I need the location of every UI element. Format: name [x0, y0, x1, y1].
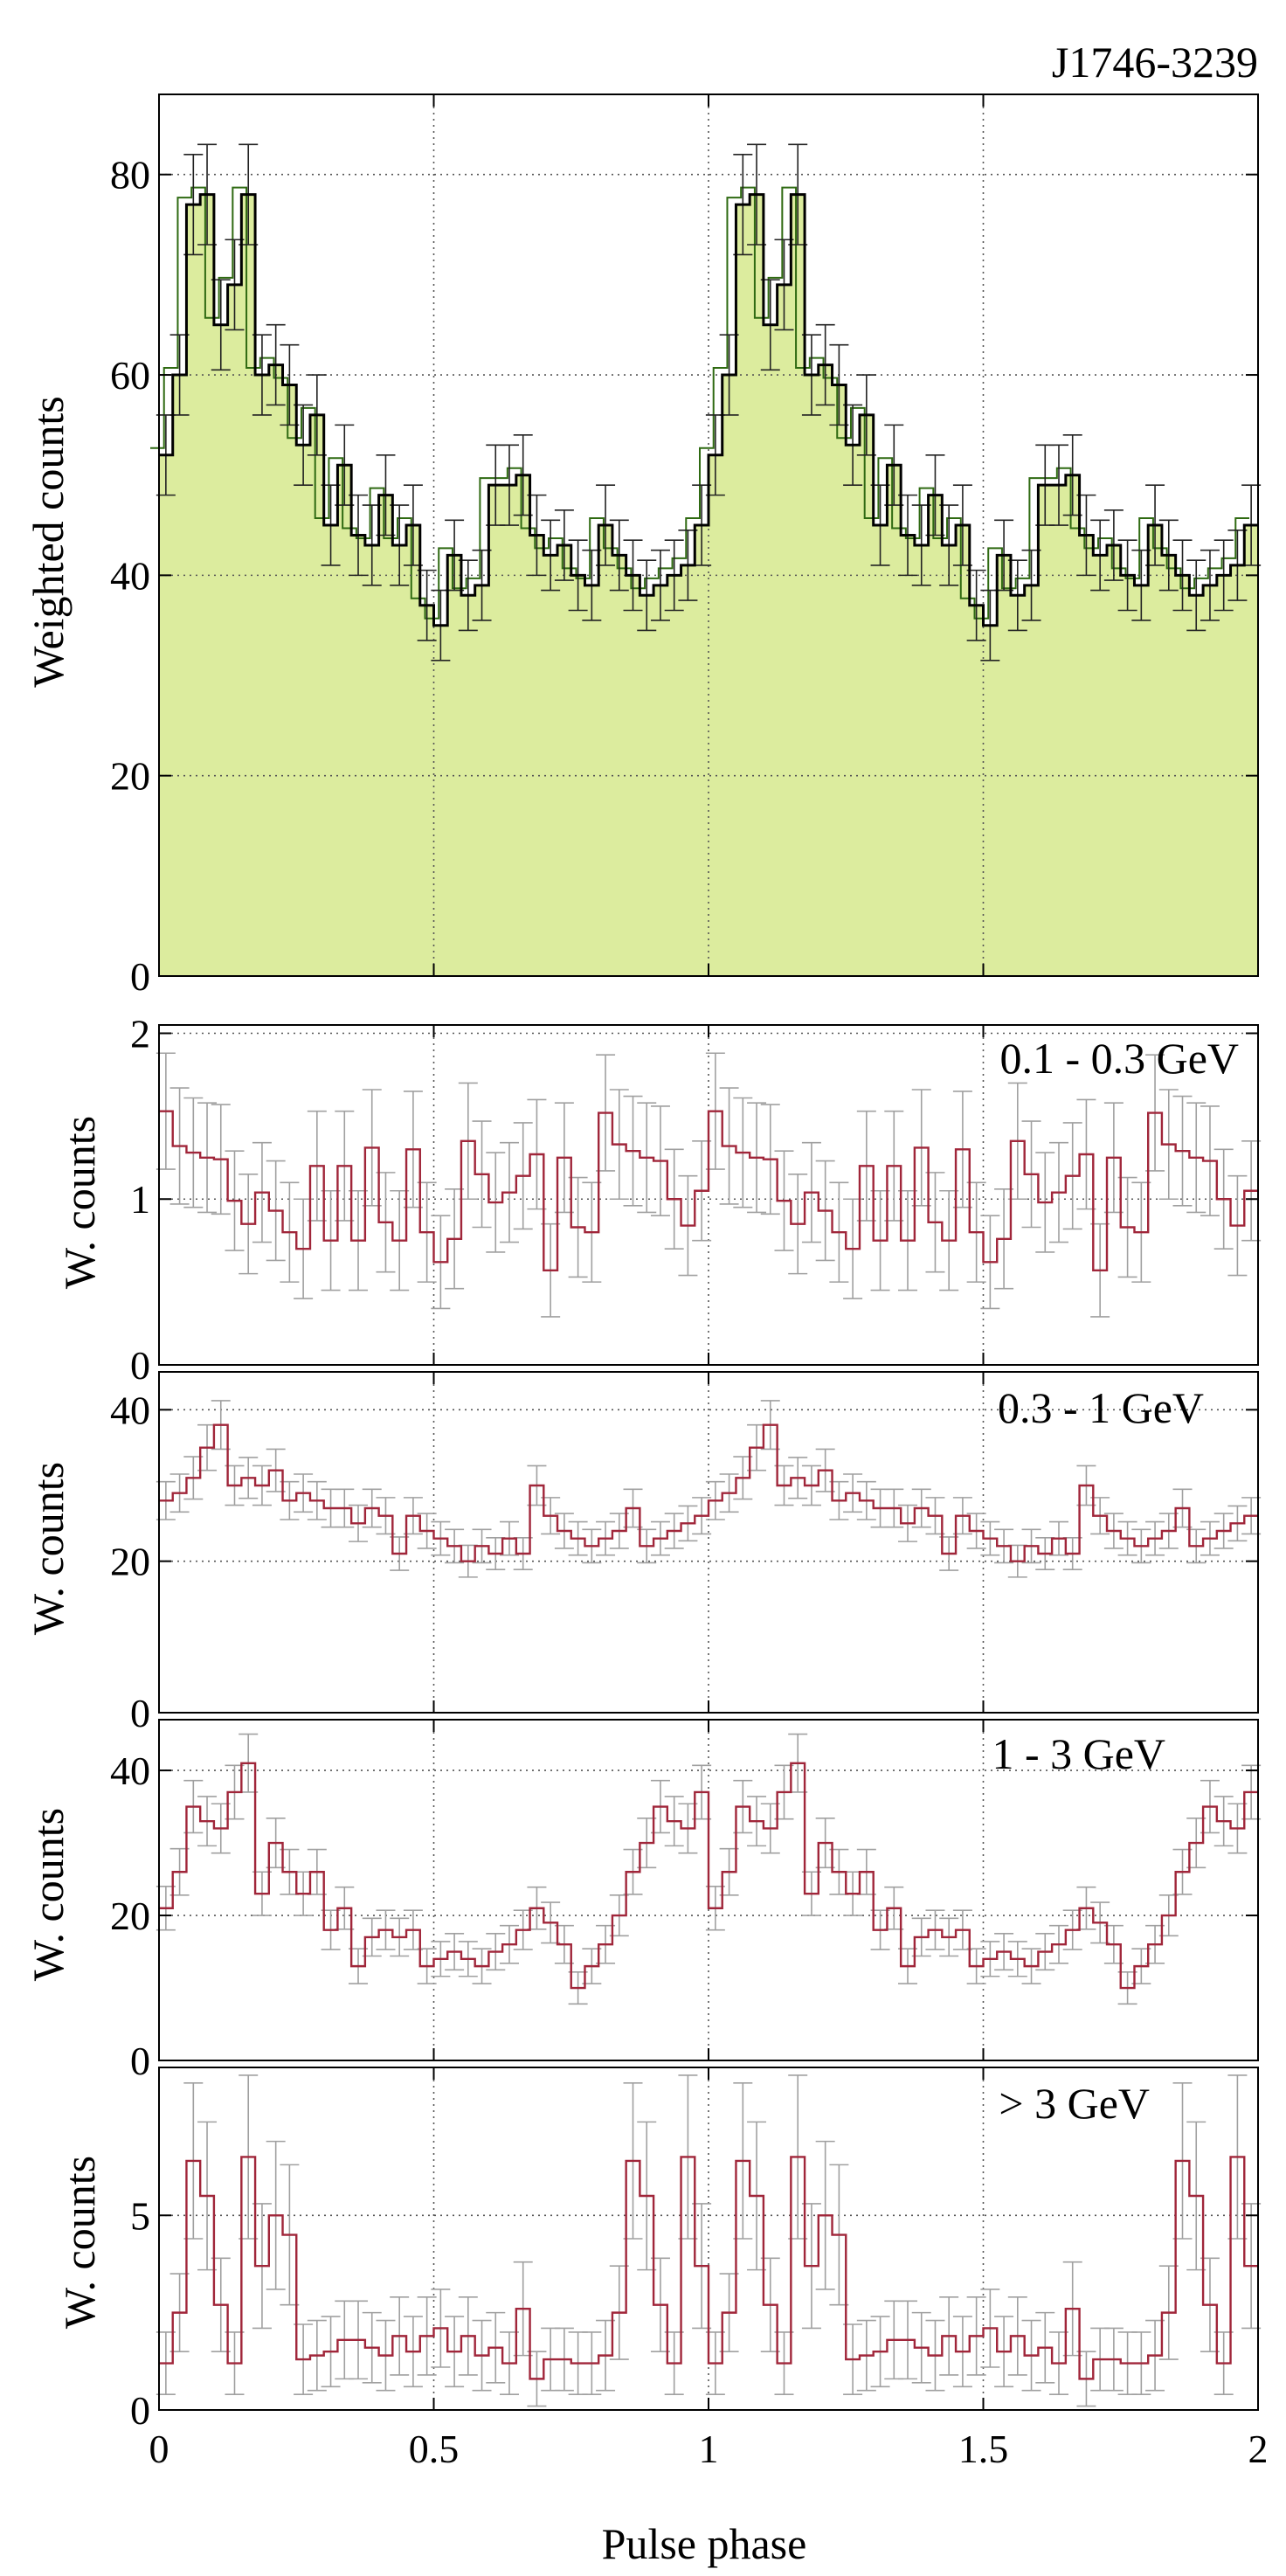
- panel-energy-label: 1 - 3 GeV: [992, 1729, 1165, 1778]
- panel-energy-label: 0.3 - 1 GeV: [998, 1383, 1204, 1432]
- y-tick-label: 1: [130, 1177, 150, 1222]
- plot-area: 0 20 40 60 80: [110, 93, 1262, 999]
- y-axis-label: W. counts: [55, 2156, 104, 2329]
- panel-above-3-gev: 0 5 0 0.5 1 1.5 2 > 3 GeV W. counts Pulse phas…: [55, 2067, 1269, 2568]
- x-tick-label: 1.5: [958, 2427, 1009, 2471]
- y-tick-label: 40: [110, 553, 150, 598]
- plot-area: 0 1 2: [130, 1011, 1262, 1388]
- y-tick-label: 40: [110, 1748, 150, 1793]
- y-tick-label: 20: [110, 754, 150, 799]
- panel-energy-label: 0.1 - 0.3 GeV: [999, 1034, 1239, 1083]
- panel-0.1-0.3-gev: 0 1 2 0.1 - 0.3 GeV W. counts: [55, 1011, 1262, 1388]
- x-tick-label: 2: [1248, 2427, 1269, 2471]
- histogram-steps: [159, 1762, 1258, 1990]
- y-axis-label: W. counts: [24, 1462, 73, 1635]
- y-tick-label: 0: [130, 1691, 150, 1735]
- y-axis-label: W. counts: [24, 1808, 73, 1981]
- histogram-steps: [159, 1423, 1258, 1562]
- y-tick-label: 0: [130, 954, 150, 999]
- y-tick-label: 5: [130, 2193, 150, 2238]
- histogram-steps: [159, 1110, 1258, 1272]
- y-axis-label: Weighted counts: [24, 396, 73, 687]
- y-tick-label: 20: [110, 1540, 150, 1584]
- y-tick-label: 0: [130, 2388, 150, 2433]
- panel-total: 0 20 40 60 80 J1746-3239 Weighted counts: [24, 38, 1262, 999]
- panel-0.3-1-gev: 0 20 40 0.3 - 1 GeV W. counts: [24, 1371, 1262, 1735]
- y-tick-label: 40: [110, 1388, 150, 1432]
- y-tick-label: 2: [130, 1011, 150, 1056]
- histogram-steps: [159, 193, 1258, 627]
- x-tick-label: 0.5: [409, 2427, 460, 2471]
- histogram-shadow-outline: [150, 186, 1249, 620]
- plot-area: 0 5 0 0.5 1 1.5 2: [130, 2067, 1269, 2471]
- panel-1-3-gev: 0 20 40 1 - 3 GeV W. counts: [24, 1719, 1262, 2083]
- x-tick-label: 1: [699, 2427, 719, 2471]
- plot-area: 0 20 40: [110, 1719, 1262, 2083]
- y-tick-label: 20: [110, 1894, 150, 1938]
- plot-area: 0 20 40: [110, 1371, 1262, 1735]
- y-tick-label: 80: [110, 153, 150, 197]
- y-tick-label: 0: [130, 2039, 150, 2083]
- y-axis-label: W. counts: [55, 1116, 104, 1289]
- histogram-steps: [159, 2156, 1258, 2380]
- y-tick-label: 0: [130, 1343, 150, 1388]
- y-tick-label: 60: [110, 353, 150, 398]
- panel-energy-label: > 3 GeV: [999, 2079, 1150, 2128]
- x-tick-label: 0: [149, 2427, 169, 2471]
- x-axis-label: Pulse phase: [602, 2519, 807, 2568]
- title: J1746-3239: [1052, 38, 1258, 87]
